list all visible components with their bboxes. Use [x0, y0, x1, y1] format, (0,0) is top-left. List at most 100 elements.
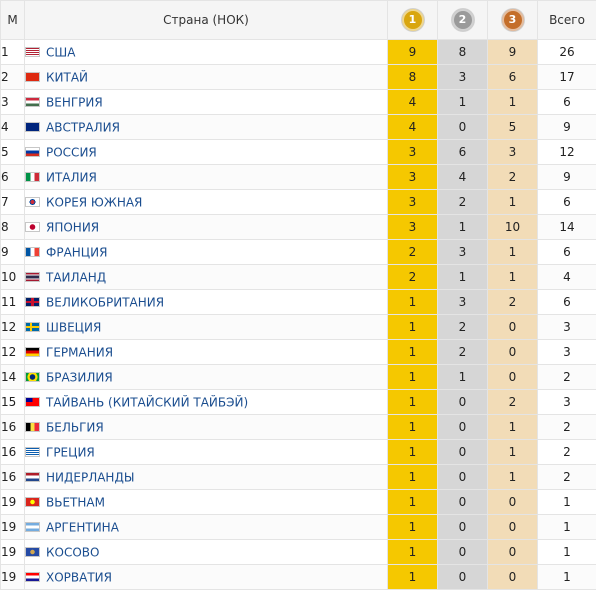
silver-count-cell: 1: [438, 265, 488, 290]
silver-count-cell: 3: [438, 240, 488, 265]
bronze-count-cell: 0: [488, 365, 538, 390]
country-column-header[interactable]: Страна (НОК): [25, 1, 388, 40]
country-cell[interactable]: ШВЕЦИЯ: [25, 315, 388, 340]
kosovo-flag-icon: [25, 547, 40, 557]
country-link[interactable]: ВЕНГРИЯ: [46, 95, 103, 109]
silver-count-cell: 3: [438, 290, 488, 315]
country-cell[interactable]: БРАЗИЛИЯ: [25, 365, 388, 390]
total-count-cell: 6: [538, 90, 596, 115]
country-cell[interactable]: НИДЕРЛАНДЫ: [25, 465, 388, 490]
netherlands-flag-icon: [25, 472, 40, 482]
country-cell[interactable]: ВЕЛИКОБРИТАНИЯ: [25, 290, 388, 315]
country-link[interactable]: ХОРВАТИЯ: [46, 570, 112, 584]
rank-cell: 16: [1, 415, 25, 440]
taiwan-flag-icon: [25, 397, 40, 407]
gold-column-header[interactable]: 1: [388, 1, 438, 40]
country-link[interactable]: НИДЕРЛАНДЫ: [46, 470, 134, 484]
country-link[interactable]: ГЕРМАНИЯ: [46, 345, 113, 359]
gold-count-cell: 4: [388, 90, 438, 115]
total-count-cell: 12: [538, 140, 596, 165]
rank-cell: 16: [1, 465, 25, 490]
silver-count-cell: 0: [438, 515, 488, 540]
country-cell[interactable]: АРГЕНТИНА: [25, 515, 388, 540]
country-cell[interactable]: ГРЕЦИЯ: [25, 440, 388, 465]
silver-count-cell: 0: [438, 390, 488, 415]
gold-count-cell: 3: [388, 140, 438, 165]
gold-count-cell: 3: [388, 165, 438, 190]
country-cell[interactable]: ГЕРМАНИЯ: [25, 340, 388, 365]
country-link[interactable]: ВЕЛИКОБРИТАНИЯ: [46, 295, 164, 309]
gold-count-cell: 1: [388, 415, 438, 440]
rank-cell: 14: [1, 365, 25, 390]
china-flag-icon: [25, 72, 40, 82]
argentina-flag-icon: [25, 522, 40, 532]
country-link[interactable]: ВЬЕТНАМ: [46, 495, 105, 509]
brazil-flag-icon: [25, 372, 40, 382]
country-link[interactable]: КОСОВО: [46, 545, 99, 559]
rank-cell: 11: [1, 290, 25, 315]
total-column-header[interactable]: Всего: [538, 1, 596, 40]
bronze-count-cell: 0: [488, 515, 538, 540]
total-count-cell: 3: [538, 340, 596, 365]
country-link[interactable]: КИТАЙ: [46, 70, 88, 84]
rank-cell: 1: [1, 40, 25, 65]
bronze-count-cell: 1: [488, 90, 538, 115]
country-cell[interactable]: РОССИЯ: [25, 140, 388, 165]
country-link[interactable]: ФРАНЦИЯ: [46, 245, 107, 259]
country-link[interactable]: ТАЙВАНЬ (КИТАЙСКИЙ ТАЙБЭЙ): [46, 395, 248, 409]
rank-cell: 12: [1, 315, 25, 340]
australia-flag-icon: [25, 122, 40, 132]
total-count-cell: 9: [538, 165, 596, 190]
country-link[interactable]: КОРЕЯ ЮЖНАЯ: [46, 195, 142, 209]
country-link[interactable]: США: [46, 45, 75, 59]
country-link[interactable]: ШВЕЦИЯ: [46, 320, 101, 334]
silver-count-cell: 1: [438, 215, 488, 240]
country-link[interactable]: ТАИЛАНД: [46, 270, 106, 284]
silver-count-cell: 0: [438, 465, 488, 490]
total-count-cell: 6: [538, 190, 596, 215]
country-cell[interactable]: АВСТРАЛИЯ: [25, 115, 388, 140]
gold-count-cell: 3: [388, 215, 438, 240]
silver-count-cell: 3: [438, 65, 488, 90]
usa-flag-icon: [25, 47, 40, 57]
silver-count-cell: 6: [438, 140, 488, 165]
country-cell[interactable]: КОСОВО: [25, 540, 388, 565]
country-cell[interactable]: КОРЕЯ ЮЖНАЯ: [25, 190, 388, 215]
rank-cell: 10: [1, 265, 25, 290]
country-cell[interactable]: США: [25, 40, 388, 65]
country-link[interactable]: ЯПОНИЯ: [46, 220, 99, 234]
country-cell[interactable]: ВЬЕТНАМ: [25, 490, 388, 515]
country-cell[interactable]: ЯПОНИЯ: [25, 215, 388, 240]
country-cell[interactable]: БЕЛЬГИЯ: [25, 415, 388, 440]
country-cell[interactable]: ВЕНГРИЯ: [25, 90, 388, 115]
total-count-cell: 2: [538, 465, 596, 490]
france-flag-icon: [25, 247, 40, 257]
country-link[interactable]: БЕЛЬГИЯ: [46, 420, 104, 434]
bronze-column-header[interactable]: 3: [488, 1, 538, 40]
country-cell[interactable]: ТАИЛАНД: [25, 265, 388, 290]
total-count-cell: 3: [538, 390, 596, 415]
country-cell[interactable]: ТАЙВАНЬ (КИТАЙСКИЙ ТАЙБЭЙ): [25, 390, 388, 415]
country-link[interactable]: АВСТРАЛИЯ: [46, 120, 120, 134]
country-cell[interactable]: ФРАНЦИЯ: [25, 240, 388, 265]
country-link[interactable]: РОССИЯ: [46, 145, 97, 159]
country-link[interactable]: АРГЕНТИНА: [46, 520, 119, 534]
silver-column-header[interactable]: 2: [438, 1, 488, 40]
country-link[interactable]: ИТАЛИЯ: [46, 170, 97, 184]
gold-count-cell: 2: [388, 240, 438, 265]
country-cell[interactable]: КИТАЙ: [25, 65, 388, 90]
silver-count-cell: 0: [438, 115, 488, 140]
rank-column-header[interactable]: М: [1, 1, 25, 40]
country-cell[interactable]: ИТАЛИЯ: [25, 165, 388, 190]
country-link[interactable]: ГРЕЦИЯ: [46, 445, 95, 459]
country-link[interactable]: БРАЗИЛИЯ: [46, 370, 113, 384]
